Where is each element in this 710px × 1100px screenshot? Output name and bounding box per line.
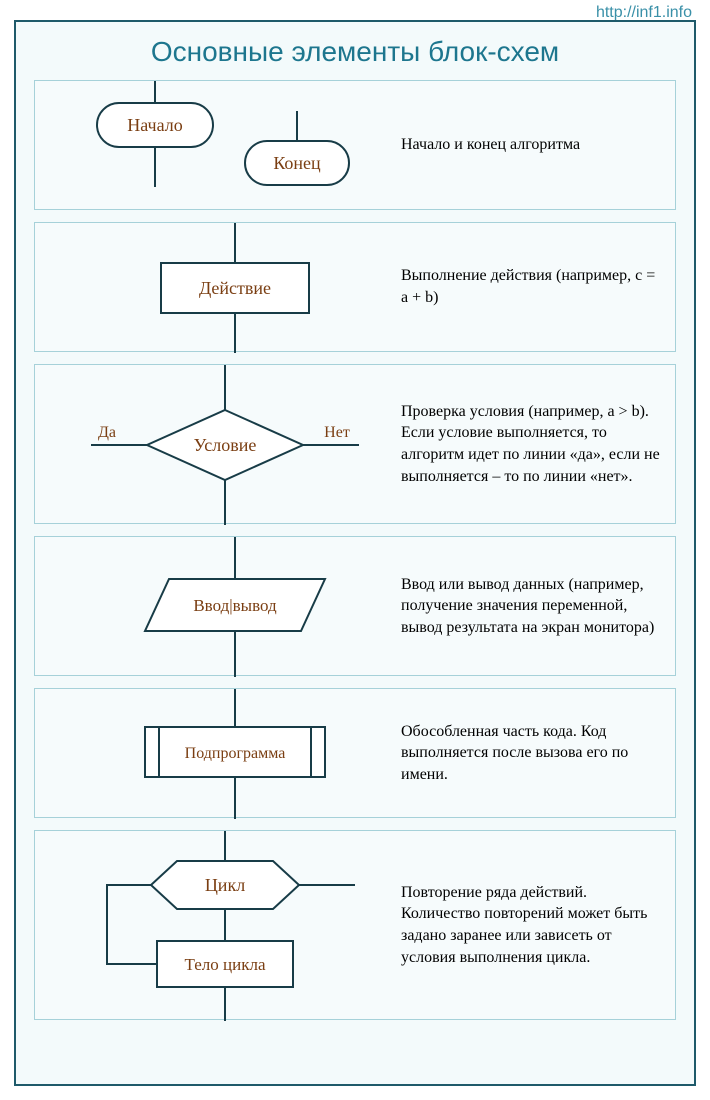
- page: http://inf1.info Основные элементы блок-…: [0, 0, 710, 1100]
- decision-no-label: Нет: [324, 424, 350, 441]
- desc-process: Выполнение действия (например, c = a + b…: [395, 255, 675, 318]
- decision-label: Условие: [194, 435, 257, 455]
- figure-process: Действие: [35, 223, 395, 351]
- desc-terminator: Начало и конец алгоритма: [395, 124, 675, 166]
- figure-loop: Цикл Тело цикла: [35, 831, 395, 1019]
- panel-process: Действие Выполнение действия (например, …: [34, 222, 676, 352]
- subroutine-label: Подпрограмма: [185, 745, 286, 762]
- loop-body-label: Тело цикла: [185, 955, 266, 974]
- desc-decision: Проверка условия (например, a > b). Если…: [395, 391, 675, 497]
- panel-subroutine: Подпрограмма Обособленная часть кода. Ко…: [34, 688, 676, 818]
- panel-decision: Условие Да Нет Проверка условия (наприме…: [34, 364, 676, 524]
- loop-label: Цикл: [205, 875, 245, 895]
- desc-io: Ввод или вывод данных (например, получен…: [395, 564, 675, 649]
- desc-subroutine: Обособленная часть кода. Код выполняется…: [395, 711, 675, 796]
- decision-yes-label: Да: [98, 424, 116, 441]
- io-label: Ввод|вывод: [193, 596, 277, 615]
- panel-io: Ввод|вывод Ввод или вывод данных (наприм…: [34, 536, 676, 676]
- panel-terminator: Начало Конец Начало и конец алгоритма: [34, 80, 676, 210]
- figure-subroutine: Подпрограмма: [35, 689, 395, 817]
- desc-loop: Повторение ряда действий. Количество пов…: [395, 872, 675, 978]
- figure-io: Ввод|вывод: [35, 537, 395, 675]
- figure-decision: Условие Да Нет: [35, 365, 395, 523]
- terminator-start-label: Начало: [127, 115, 182, 135]
- outer-frame: Основные элементы блок-схем Начало Конец…: [14, 20, 696, 1086]
- page-title: Основные элементы блок-схем: [16, 36, 694, 68]
- process-label: Действие: [199, 278, 271, 298]
- panel-loop: Цикл Тело цикла Повторение ряда действий…: [34, 830, 676, 1020]
- figure-terminator: Начало Конец: [35, 81, 395, 209]
- terminator-end-label: Конец: [273, 153, 321, 173]
